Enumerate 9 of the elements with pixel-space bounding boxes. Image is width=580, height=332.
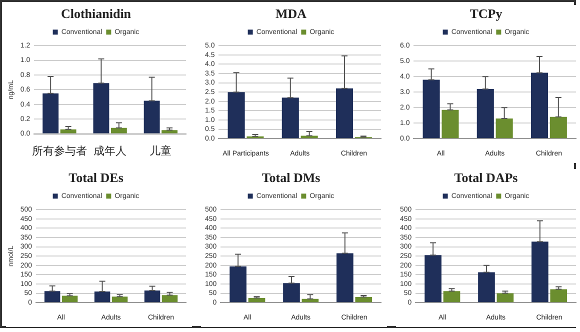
chart-title: Total DAPs	[454, 170, 518, 186]
x-tick-label: 儿童	[150, 144, 172, 158]
chart-title: Clothianidin	[60, 6, 132, 22]
x-tick-label: 所有参与者	[32, 144, 87, 158]
chart-title: Total DEs	[68, 170, 124, 186]
chart-title: MDA	[275, 6, 308, 22]
chart-title: TCPy	[470, 6, 503, 22]
x-tick-label: 成年人	[94, 144, 127, 158]
chart-title: Total DMs	[262, 170, 320, 186]
